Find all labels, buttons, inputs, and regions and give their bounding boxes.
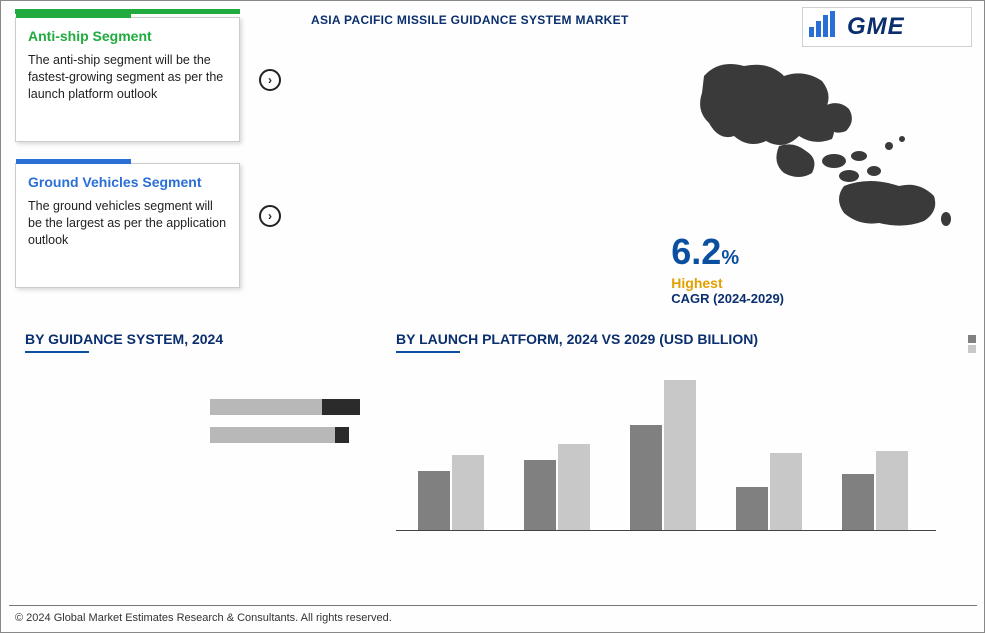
cagr-percent: %	[721, 247, 739, 269]
vbar-group	[630, 380, 702, 530]
cagr-label-highest: Highest	[671, 275, 784, 291]
vbar-chart	[396, 371, 936, 531]
section-underline	[396, 351, 460, 353]
section-underline	[25, 351, 89, 353]
section-title: BY LAUNCH PLATFORM, 2024 VS 2029 (USD BI…	[396, 331, 966, 347]
hbar-chart	[25, 397, 355, 445]
legend-swatch	[968, 335, 976, 343]
cagr-block: 6.2% Highest CAGR (2024-2029)	[671, 231, 784, 306]
vbar-group	[842, 451, 914, 530]
legend-item	[968, 345, 976, 353]
card-title: Anti-ship Segment	[28, 28, 227, 44]
gme-logo: GME	[802, 7, 972, 47]
vbar-group	[736, 453, 808, 530]
section-title: BY GUIDANCE SYSTEM, 2024	[25, 331, 355, 347]
hbar-row	[25, 397, 355, 417]
footer-rule	[9, 605, 977, 606]
legend-swatch	[968, 345, 976, 353]
card-tab	[16, 159, 131, 164]
chart-legend	[968, 335, 976, 355]
card-title: Ground Vehicles Segment	[28, 174, 227, 190]
copyright-text: © 2024 Global Market Estimates Research …	[15, 612, 392, 624]
card-text: The ground vehicles segment will be the …	[28, 198, 227, 249]
asia-pacific-map	[684, 51, 964, 231]
page-title: ASIA PACIFIC MISSILE GUIDANCE SYSTEM MAR…	[311, 13, 629, 27]
vbar-group	[524, 444, 596, 530]
chevron-right-icon: ›	[259, 205, 281, 227]
cagr-value: 6.2	[671, 231, 721, 272]
guidance-system-section: BY GUIDANCE SYSTEM, 2024	[25, 331, 355, 453]
hbar-row	[25, 425, 355, 445]
card-anti-ship: Anti-ship Segment The anti-ship segment …	[15, 17, 240, 142]
cagr-label-period: CAGR (2024-2029)	[671, 291, 784, 306]
chevron-right-icon: ›	[259, 69, 281, 91]
logo-chart-icon	[809, 11, 841, 43]
launch-platform-section: BY LAUNCH PLATFORM, 2024 VS 2029 (USD BI…	[396, 331, 966, 531]
card-ground-vehicles: Ground Vehicles Segment The ground vehic…	[15, 163, 240, 288]
card-tab	[16, 13, 131, 18]
card-text: The anti-ship segment will be the fastes…	[28, 52, 227, 103]
infographic-container: Anti-ship Segment The anti-ship segment …	[0, 0, 985, 633]
vbar-group	[418, 455, 490, 530]
logo-text: GME	[847, 13, 905, 41]
legend-item	[968, 335, 976, 343]
